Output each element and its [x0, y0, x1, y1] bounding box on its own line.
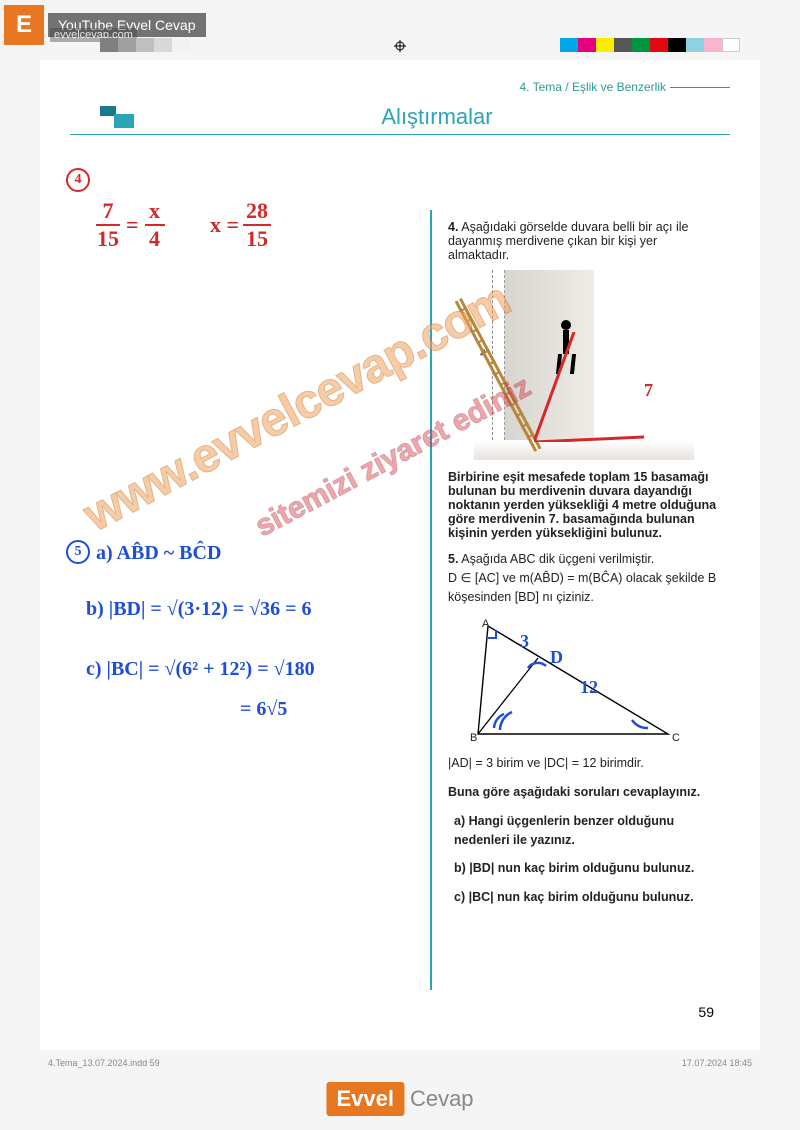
hand-q5-a: a) AB̂D ~ BĈD	[96, 542, 221, 565]
hand-ad: 3	[520, 628, 529, 655]
q5-number: 5.	[448, 552, 458, 566]
hand-seven: 7	[644, 380, 653, 401]
red-triangle-overlay	[534, 332, 654, 442]
brand-cevap: Cevap	[410, 1086, 474, 1112]
q5-a: a) Hangi üçgenlerin benzer olduğunu nede…	[454, 814, 674, 847]
title-icon	[100, 106, 134, 128]
bottom-brand-logo: Evvel Cevap	[326, 1082, 473, 1116]
site-badge: E	[4, 5, 44, 45]
brand-evvel: Evvel	[326, 1082, 404, 1116]
q5-given: D ∈ [AC] ve m(AB̂D) = m(BĈA) olacak şeki…	[448, 571, 716, 604]
hand-q4-badge: 4	[66, 168, 90, 192]
hand-q5-b: b) |BD| = √(3·12) = √36 = 6	[86, 598, 312, 621]
hand-q4-eq1: 715 = x4	[96, 198, 165, 252]
q4-bold-text: Birbirine eşit mesafede toplam 15 basama…	[448, 470, 716, 540]
page-number: 59	[698, 1004, 714, 1020]
q4-number: 4.	[448, 220, 458, 234]
vertex-a: A	[482, 616, 489, 633]
triangle-figure: A B C 3 D 12	[458, 616, 688, 746]
column-divider	[430, 210, 432, 990]
print-swatches-right	[560, 38, 740, 52]
q5-intro: Aşağıda ABC dik üçgeni verilmiştir.	[461, 552, 654, 566]
q5-prompt: Buna göre aşağıdaki soruları cevaplayını…	[448, 785, 700, 799]
vertex-c: C	[672, 730, 680, 747]
q4-intro: Aşağıdaki görselde duvara belli bir açı …	[448, 220, 688, 262]
hand-d: D	[550, 644, 563, 671]
section-title: Alıştırmalar	[144, 104, 730, 130]
footer-indd: 4.Tema_13.07.2024.indd 59	[48, 1058, 160, 1068]
breadcrumb: 4. Tema / Eşlik ve Benzerlik	[70, 80, 730, 94]
ladder-figure: 4 7	[474, 270, 694, 460]
hand-q5-badge: 5	[66, 540, 90, 564]
q5-measures: |AD| = 3 birim ve |DC| = 12 birimdir.	[448, 754, 720, 773]
registration-mark-icon	[394, 40, 406, 52]
hand-q5-c1: c) |BC| = √(6² + 12²) = √180	[86, 658, 315, 681]
question-4: 4. Aşağıdaki görselde duvara belli bir a…	[448, 220, 720, 540]
footer-timestamp: 17.07.2024 18:45	[682, 1058, 752, 1068]
hand-q5-c2: = 6√5	[240, 698, 287, 721]
section-title-row: Alıştırmalar	[70, 104, 730, 130]
hand-q4-eq2: x = 2815	[210, 198, 271, 252]
q5-b: b) |BD| nun kaç birim olduğunu bulunuz.	[454, 861, 694, 875]
vertex-b: B	[470, 730, 477, 747]
print-swatches-left	[100, 38, 190, 52]
title-rule	[70, 134, 730, 135]
q5-c: c) |BC| nun kaç birim olduğunu bulunuz.	[454, 890, 694, 904]
hand-dc: 12	[580, 674, 598, 701]
question-5: 5. Aşağıda ABC dik üçgeni verilmiştir. D…	[448, 550, 720, 917]
